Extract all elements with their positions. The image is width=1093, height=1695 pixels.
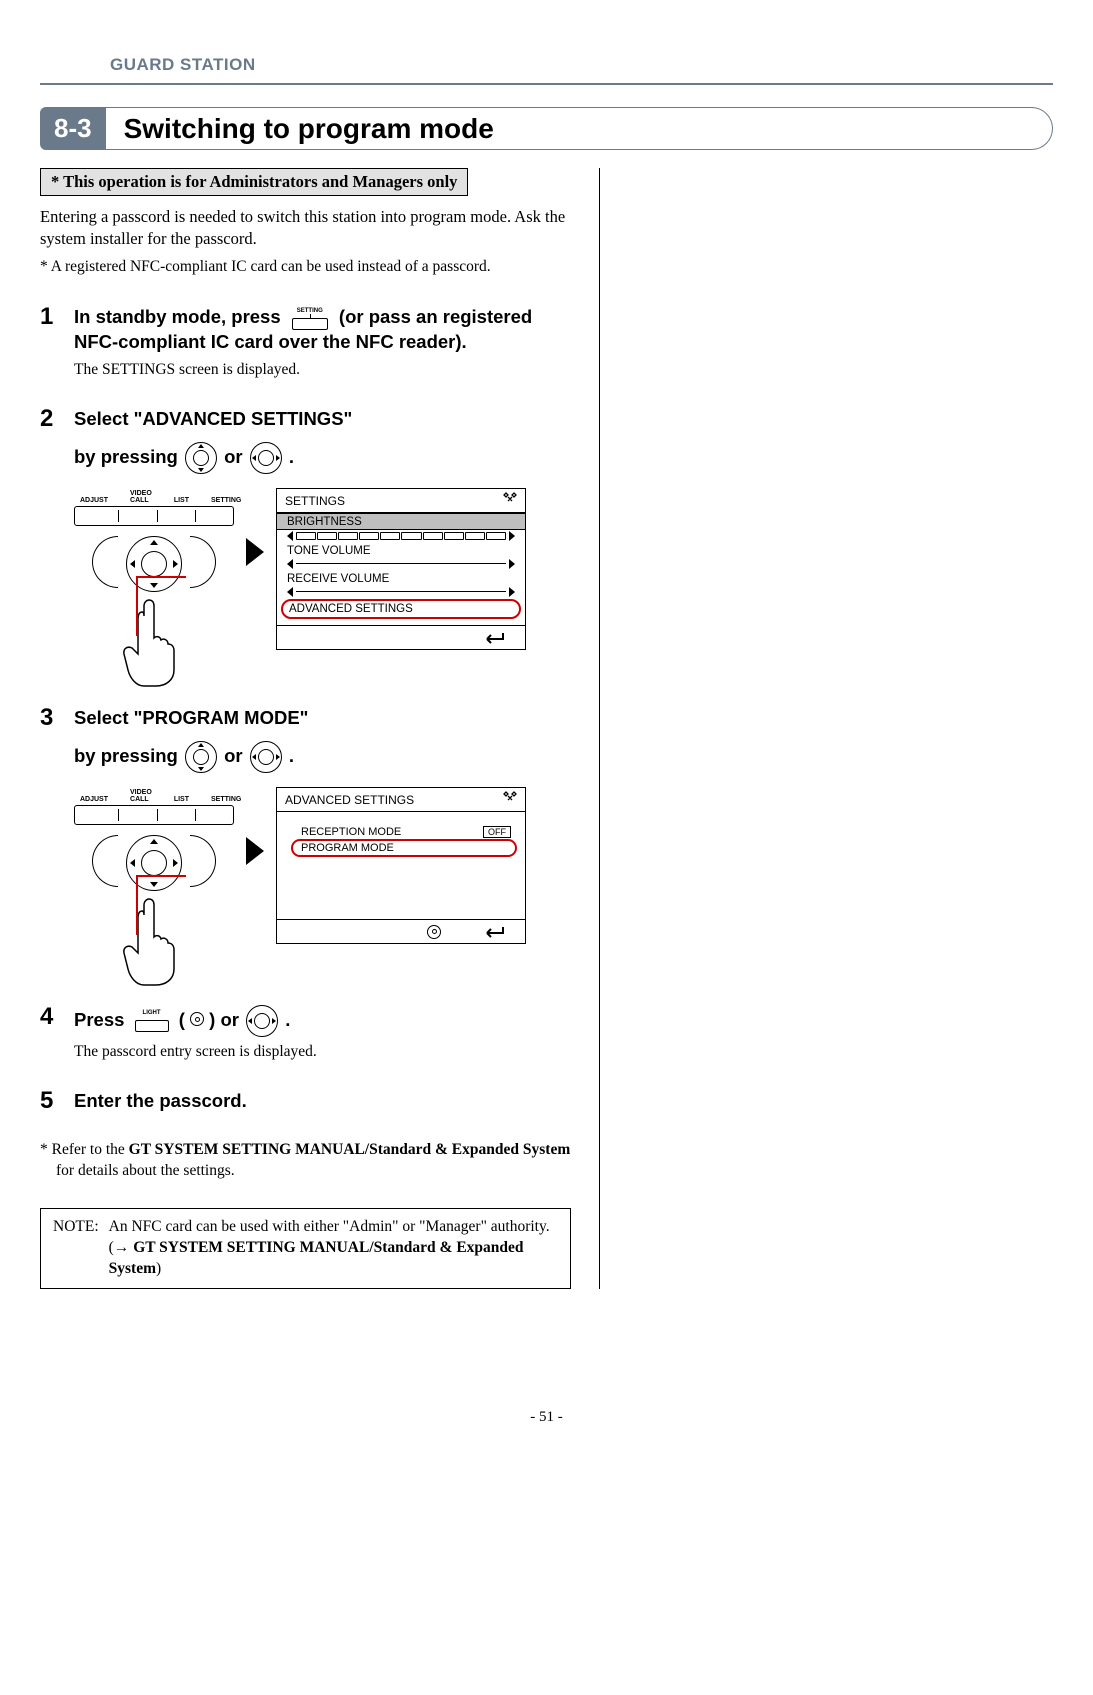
step-number: 5 — [40, 1089, 64, 1113]
menu-item-program-mode: PROGRAM MODE — [291, 839, 517, 857]
return-icon — [481, 925, 505, 939]
tone-slider — [287, 559, 515, 568]
settings-gear-icon — [503, 492, 517, 509]
right-column — [600, 168, 1053, 1289]
screen-title: SETTINGS — [285, 494, 345, 508]
settings-screen: SETTINGS BRIGHTNESS — [276, 488, 526, 650]
menu-item-advanced: ADVANCED SETTINGS — [281, 599, 521, 619]
receive-slider — [287, 587, 515, 596]
step-4-subtext: The passcord entry screen is displayed. — [74, 1043, 571, 1061]
menu-item-brightness: BRIGHTNESS — [277, 513, 525, 530]
record-icon — [427, 925, 441, 939]
menu-item-receive: RECEIVE VOLUME — [277, 571, 525, 586]
setting-button-icon: SETTING — [288, 308, 332, 330]
record-icon — [190, 1012, 204, 1026]
step-4: 4 Press LIGHT ( ) or — [40, 1005, 571, 1061]
light-button-icon: LIGHT — [132, 1010, 172, 1032]
step-2-diagram: ADJUST VIDEO CALL LIST SETTING — [74, 488, 571, 678]
page-number: - 51 - — [40, 1409, 1053, 1456]
device-illustration: ADJUST VIDEO CALL LIST SETTING — [74, 787, 234, 977]
section-title: Switching to program mode — [106, 107, 1053, 150]
note-text: An NFC card can be used with either "Adm… — [109, 1217, 558, 1280]
header-rule — [40, 83, 1053, 85]
note-label: NOTE: — [53, 1217, 99, 1280]
menu-item-reception: RECEPTION MODE OFF — [277, 824, 525, 839]
step-number: 3 — [40, 706, 64, 730]
menu-item-tone: TONE VOLUME — [277, 543, 525, 558]
section-number-badge: 8-3 — [40, 107, 106, 150]
step-number: 1 — [40, 305, 64, 329]
off-badge: OFF — [483, 826, 511, 838]
brightness-slider — [287, 531, 515, 540]
content-columns: * This operation is for Administrators a… — [40, 168, 1053, 1289]
screen-title: ADVANCED SETTINGS — [285, 793, 414, 807]
nav-dial-updown-icon — [185, 741, 217, 773]
step-3: 3 Select "PROGRAM MODE" by pressing or — [40, 706, 571, 977]
note-box: NOTE: An NFC card can be used with eithe… — [40, 1208, 571, 1289]
nav-dial-leftright-icon — [250, 741, 282, 773]
arrow-right-icon — [246, 538, 264, 566]
step-1-title: In standby mode, press SETTING (or pass … — [74, 305, 571, 355]
step-5: 5 Enter the passcord. — [40, 1089, 571, 1114]
step-2-title: Select "ADVANCED SETTINGS" — [74, 407, 571, 432]
step-2-bypressing: by pressing or . — [74, 442, 571, 474]
step-3-diagram: ADJUST VIDEO CALL LIST SETTING — [74, 787, 571, 977]
step-number: 4 — [40, 1005, 64, 1029]
left-column: * This operation is for Administrators a… — [40, 168, 600, 1289]
device-illustration: ADJUST VIDEO CALL LIST SETTING — [74, 488, 234, 678]
refer-text: * Refer to the GT SYSTEM SETTING MANUAL/… — [40, 1140, 571, 1182]
nfc-note: * A registered NFC-compliant IC card can… — [40, 257, 571, 278]
nav-dial-leftright-icon — [250, 442, 282, 474]
admin-notice-box: * This operation is for Administrators a… — [40, 168, 468, 196]
settings-gear-icon — [503, 791, 517, 808]
step-4-title: Press LIGHT ( ) or . — [74, 1005, 571, 1037]
step-1: 1 In standby mode, press SETTING (or pas… — [40, 305, 571, 379]
step-3-bypressing: by pressing or . — [74, 741, 571, 773]
return-icon — [481, 631, 505, 645]
page-container: GUARD STATION 8-3 Switching to program m… — [0, 0, 1093, 1486]
step-2: 2 Select "ADVANCED SETTINGS" by pressing… — [40, 407, 571, 678]
hand-pointer-icon — [114, 598, 184, 688]
step-number: 2 — [40, 407, 64, 431]
arrow-right-icon — [246, 837, 264, 865]
intro-paragraph: Entering a passcord is needed to switch … — [40, 206, 571, 251]
hand-pointer-icon — [114, 897, 184, 987]
nav-dial-updown-icon — [185, 442, 217, 474]
nav-dial-leftright-icon — [246, 1005, 278, 1037]
section-title-row: 8-3 Switching to program mode — [40, 107, 1053, 150]
step-1-subtext: The SETTINGS screen is displayed. — [74, 361, 571, 379]
advanced-settings-screen: ADVANCED SETTINGS RECEPTION MODE OFF — [276, 787, 526, 944]
page-header: GUARD STATION — [110, 55, 1053, 75]
step-3-title: Select "PROGRAM MODE" — [74, 706, 571, 731]
step-5-title: Enter the passcord. — [74, 1089, 571, 1114]
step-1-title-pre: In standby mode, press — [74, 306, 286, 327]
